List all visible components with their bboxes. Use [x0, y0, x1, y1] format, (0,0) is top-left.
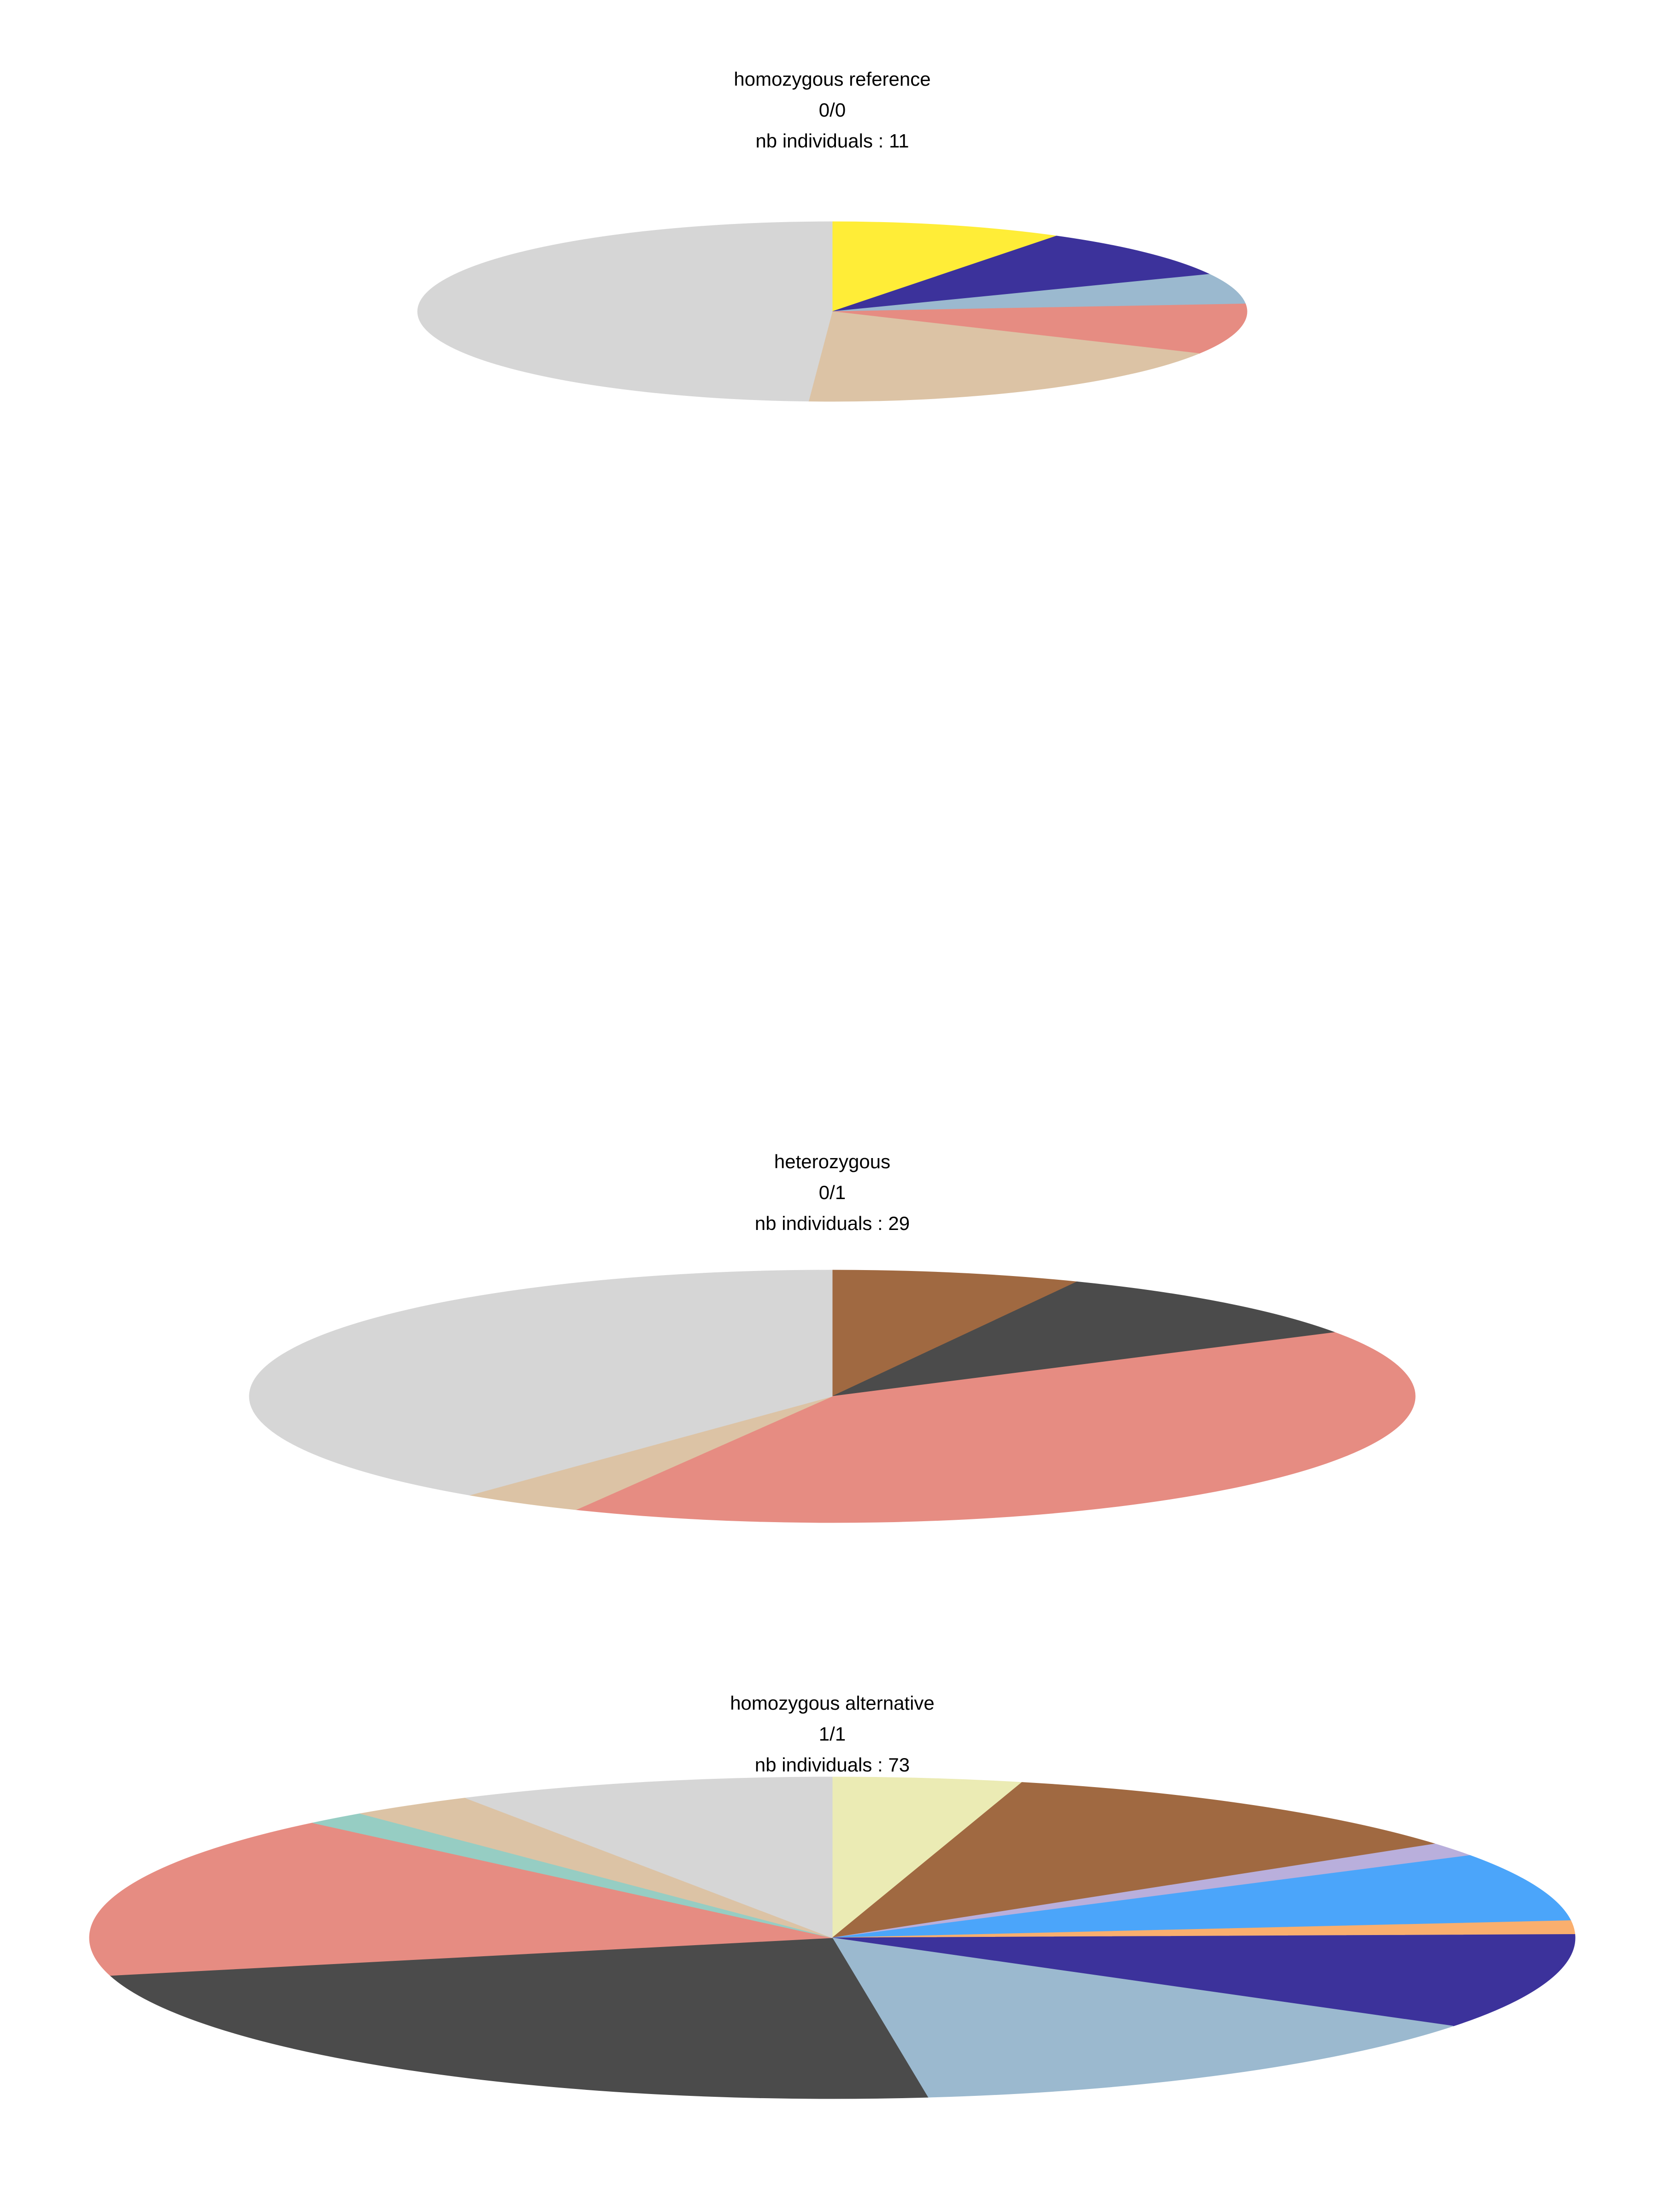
pie-title-line: heterozygous	[774, 1151, 890, 1172]
pie-slice-1	[832, 1270, 1078, 1397]
pie-slice-5	[249, 1270, 833, 1496]
pie-subtitle-count: nb individuals : 11	[755, 130, 909, 152]
pie-title-line: homozygous reference	[734, 68, 930, 90]
pie-slice-5	[808, 311, 1200, 402]
pie-slice-9	[89, 1823, 833, 1976]
pie-slice-4	[832, 1855, 1571, 1938]
pie-slice-2	[832, 1281, 1335, 1397]
pie-slice-6	[832, 1934, 1576, 2027]
pie-subtitle-genotype: 1/1	[819, 1723, 846, 1745]
pie-subtitle-count: nb individuals : 73	[755, 1754, 910, 1776]
pie-slice-7	[832, 1937, 1453, 2098]
pie-slice-8	[109, 1937, 929, 2099]
pie-title-line: homozygous alternative	[730, 1692, 935, 1714]
pie-slices	[249, 1270, 1416, 1523]
pie-slice-11	[360, 1797, 833, 1938]
pie-chart-homozygous-reference: homozygous reference 0/0 nb individuals …	[417, 68, 1247, 402]
pie-subtitle-genotype: 0/0	[819, 99, 846, 121]
pie-slice-1	[832, 1777, 1023, 1939]
pie-slice-3	[832, 274, 1246, 312]
pie-subtitle-genotype: 0/1	[819, 1182, 846, 1203]
pie-chart-heterozygous: heterozygous 0/1 nb individuals : 29	[249, 1151, 1416, 1523]
pie-slice-3	[575, 1332, 1416, 1523]
pie-slice-2	[831, 1782, 1435, 1938]
pie-slice-4	[832, 303, 1247, 354]
pie-slices	[89, 1777, 1576, 2099]
pie-slice-6	[417, 221, 833, 402]
pie-slice-12	[465, 1777, 833, 1938]
pie-slice-4	[469, 1396, 833, 1510]
pie-slice-2	[832, 235, 1211, 312]
pie-chart-homozygous-alternative: homozygous alternative 1/1 nb individual…	[89, 1692, 1576, 2099]
pie-slice-1	[832, 221, 1057, 312]
pie-slices	[417, 221, 1247, 402]
pie-subtitle-count: nb individuals : 29	[755, 1212, 910, 1234]
